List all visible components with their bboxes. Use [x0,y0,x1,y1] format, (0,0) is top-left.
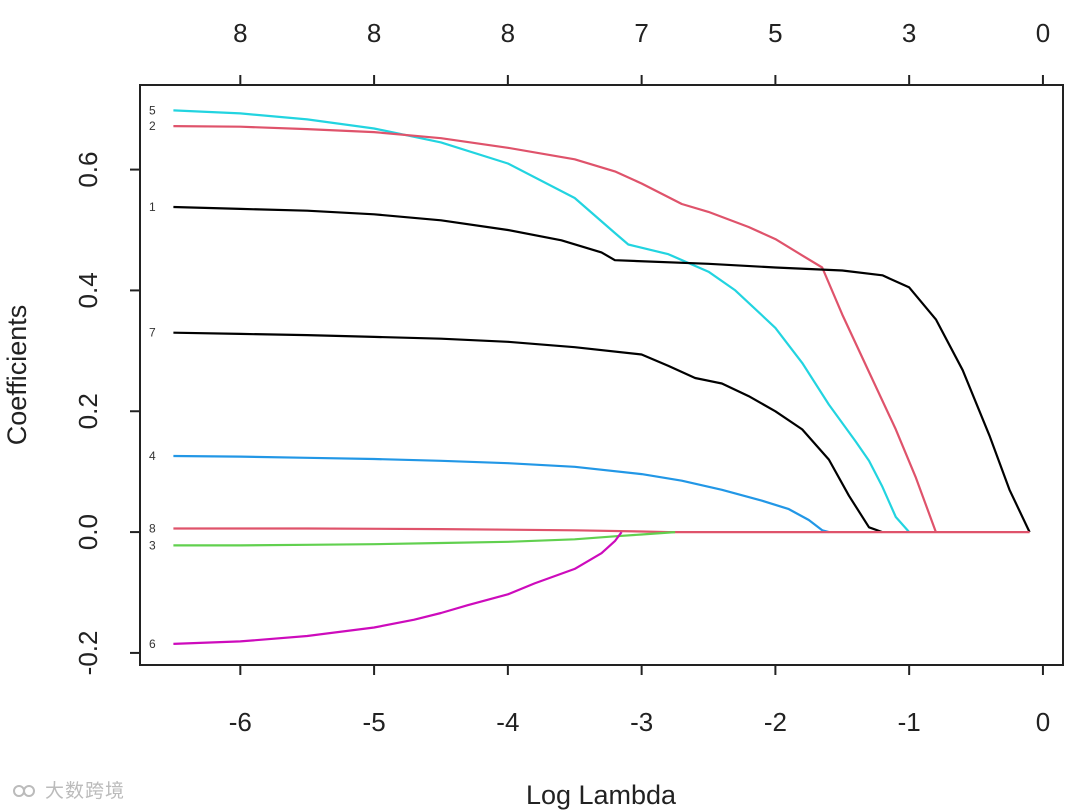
axis-ticks [130,75,1044,675]
y-tick-label: 0.4 [73,272,103,308]
series-line-3 [173,531,676,547]
top-tick-label: 7 [634,18,648,48]
series-label-5: 5 [149,103,156,117]
y-tick-label: 0.0 [73,514,103,550]
watermark: 大数跨境 [12,776,125,803]
series-line-6 [173,531,623,645]
x-tick-label: 0 [1036,707,1050,737]
y-tick-label: -0.2 [73,631,103,676]
y-tick-label: 0.6 [73,152,103,188]
series-label-2: 2 [149,119,156,133]
plot-frame [139,84,1064,666]
series-label-7: 7 [149,326,156,340]
series-lines [173,109,1031,645]
series-line-4 [173,454,830,534]
top-tick-label: 3 [902,18,916,48]
series-label-3: 3 [149,538,156,552]
y-tick-label: 0.2 [73,393,103,429]
tick-labels: -6 -5 -4 -3 -2 -1 0 8 8 8 7 5 3 0 -0.2 0.0 0.2 0.4 0.6 [73,18,1050,737]
series-labels: 5 2 1 7 4 8 3 6 [149,103,156,650]
x-axis-title: Log Lambda [526,780,677,810]
watermark-logo-icon [13,785,35,797]
x-tick-label: -3 [630,707,653,737]
series-label-1: 1 [149,200,156,214]
series-line-5 [173,109,911,533]
series-line-1 [173,205,1031,533]
top-tick-label: 5 [768,18,782,48]
watermark-text: 大数跨境 [45,780,126,802]
x-tick-label: -5 [363,707,386,737]
x-tick-label: -4 [496,707,519,737]
x-tick-label: -2 [764,707,787,737]
x-tick-label: -6 [229,707,252,737]
series-label-6: 6 [149,637,156,651]
top-tick-label: 8 [501,18,515,48]
series-label-4: 4 [149,449,156,463]
top-tick-label: 8 [367,18,381,48]
series-label-8: 8 [149,521,156,535]
top-tick-label: 8 [233,18,247,48]
y-axis-title: Coefficients [2,305,32,446]
x-tick-label: -1 [898,707,921,737]
series-line-8 [173,527,1030,534]
series-line-2 [173,125,937,533]
top-tick-label: 0 [1036,18,1050,48]
series-line-7 [173,331,883,534]
